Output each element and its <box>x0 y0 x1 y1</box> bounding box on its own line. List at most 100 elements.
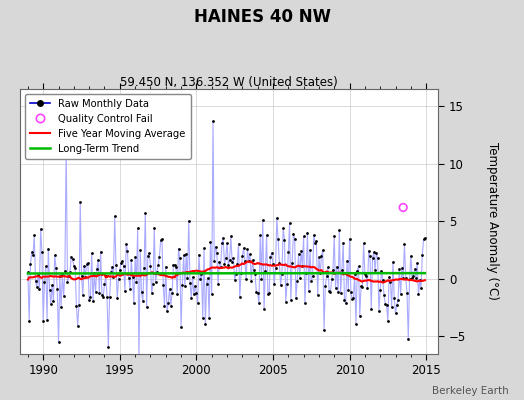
Point <box>381 301 389 307</box>
Point <box>213 250 221 256</box>
Point <box>337 267 346 273</box>
Point <box>301 300 309 306</box>
Point <box>264 291 272 298</box>
Point <box>321 283 330 290</box>
Point <box>260 305 268 312</box>
Point <box>347 289 355 295</box>
Point <box>284 249 292 255</box>
Point <box>417 285 425 291</box>
Point <box>161 263 170 270</box>
Point <box>356 312 364 319</box>
Y-axis label: Temperature Anomaly (°C): Temperature Anomaly (°C) <box>486 142 498 300</box>
Point <box>127 257 136 264</box>
Point <box>24 269 32 276</box>
Point <box>91 289 100 295</box>
Point <box>280 236 289 243</box>
Point <box>98 292 106 298</box>
Point <box>26 261 35 268</box>
Point <box>348 295 356 302</box>
Point <box>409 273 418 280</box>
Point <box>181 283 189 289</box>
Point <box>307 278 315 284</box>
Point <box>413 260 421 266</box>
Point <box>297 248 305 254</box>
Point <box>278 271 286 277</box>
Title: 59.450 N, 136.352 W (United States): 59.450 N, 136.352 W (United States) <box>121 76 338 89</box>
Point <box>335 227 344 234</box>
Point <box>249 267 258 274</box>
Point <box>245 258 253 264</box>
Point <box>248 257 257 263</box>
Point <box>35 286 43 292</box>
Point <box>227 233 235 240</box>
Point <box>222 255 230 261</box>
Point <box>132 278 140 285</box>
Point <box>398 265 406 271</box>
Point <box>178 282 187 288</box>
Point <box>163 308 171 314</box>
Point <box>361 271 369 277</box>
Point <box>46 286 54 293</box>
Point <box>367 306 376 312</box>
Point <box>369 249 378 256</box>
Point <box>265 290 274 296</box>
Point <box>223 240 231 246</box>
Point <box>95 290 104 296</box>
Point <box>191 283 199 289</box>
Point <box>342 300 350 307</box>
Point <box>340 297 348 303</box>
Legend: Raw Monthly Data, Quality Control Fail, Five Year Moving Average, Long-Term Tren: Raw Monthly Data, Quality Control Fail, … <box>25 94 191 159</box>
Point <box>339 240 347 246</box>
Point <box>96 248 105 255</box>
Point <box>294 251 303 258</box>
Point <box>121 288 129 294</box>
Point <box>316 270 324 276</box>
Point <box>137 289 146 296</box>
Point <box>399 275 407 281</box>
Point <box>88 250 96 256</box>
Point <box>256 232 265 238</box>
Point <box>383 302 391 308</box>
Point <box>198 271 206 277</box>
Point <box>326 289 335 296</box>
Point <box>174 245 183 252</box>
Point <box>257 276 266 282</box>
Point <box>43 316 51 323</box>
Point <box>418 252 427 258</box>
Point <box>44 245 52 252</box>
Point <box>412 275 420 282</box>
Point <box>86 294 95 300</box>
Point <box>54 339 63 345</box>
Point <box>89 298 97 305</box>
Point <box>372 250 380 256</box>
Point <box>193 300 202 306</box>
Point <box>246 251 254 258</box>
Point <box>363 285 372 291</box>
Point <box>352 320 360 327</box>
Point <box>25 318 34 325</box>
Point <box>66 269 74 275</box>
Point <box>331 285 340 291</box>
Point <box>220 261 228 268</box>
Point <box>403 290 411 296</box>
Point <box>359 240 368 247</box>
Point <box>270 280 278 287</box>
Point <box>269 261 277 267</box>
Point <box>210 258 219 264</box>
Point <box>183 275 192 281</box>
Point <box>238 253 246 259</box>
Point <box>311 240 319 246</box>
Point <box>151 279 160 286</box>
Point <box>334 288 342 295</box>
Point <box>349 295 357 302</box>
Point <box>354 263 363 270</box>
Point <box>155 254 163 260</box>
Point <box>29 252 37 258</box>
Point <box>236 294 244 300</box>
Point <box>32 284 41 290</box>
Point <box>365 248 373 254</box>
Point <box>125 274 133 281</box>
Point <box>390 294 398 301</box>
Point <box>126 286 134 292</box>
Text: Berkeley Earth: Berkeley Earth <box>432 386 508 396</box>
